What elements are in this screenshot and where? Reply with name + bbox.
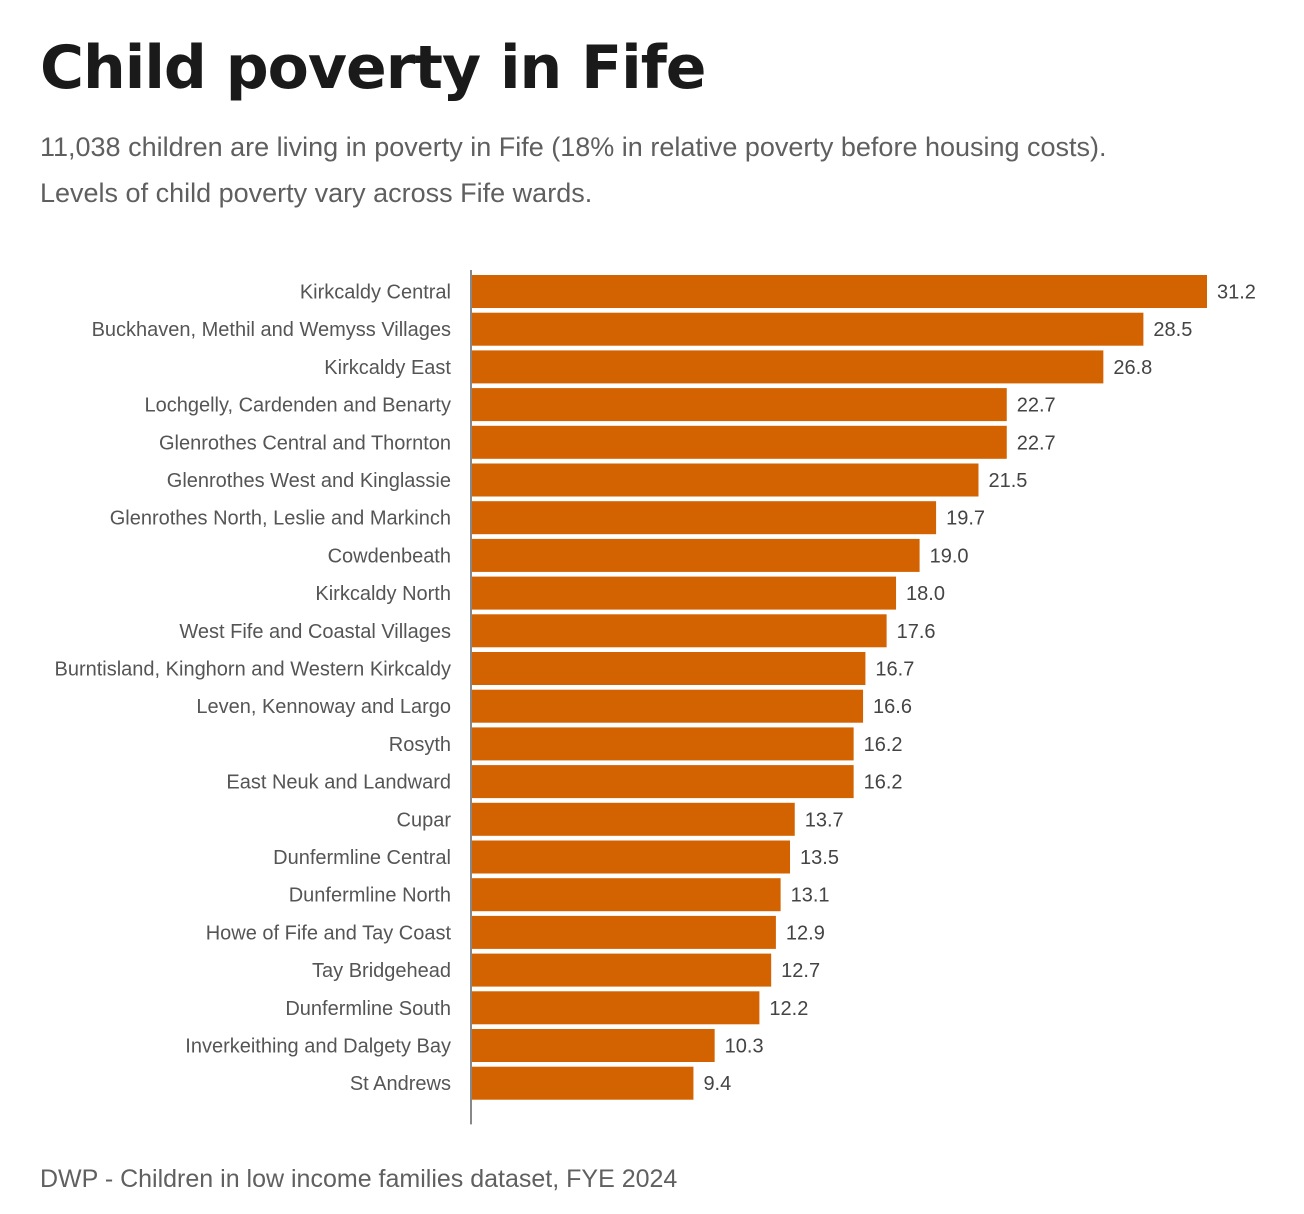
category-label: Buckhaven, Methil and Wemyss Villages	[92, 319, 451, 341]
bar-chart: Kirkcaldy Central Buckhaven, Methil and W…	[54, 270, 1256, 1125]
bar-15	[472, 802, 795, 836]
value-label: 22.7	[1017, 395, 1056, 417]
category-label: Dunfermline North	[289, 885, 451, 907]
category-labels: Kirkcaldy Central Buckhaven, Methil and W…	[54, 282, 451, 1096]
bar-17	[472, 878, 781, 912]
value-label: 10.3	[725, 1036, 764, 1058]
bar-2	[472, 312, 1144, 346]
category-label: Kirkcaldy North	[315, 583, 451, 605]
category-label: Glenrothes West and Kinglassie	[167, 470, 451, 492]
category-label: Dunfermline Central	[273, 847, 451, 869]
value-label: 16.7	[875, 659, 914, 681]
value-label: 28.5	[1153, 319, 1192, 341]
value-label: 9.4	[703, 1073, 731, 1095]
value-label: 19.7	[946, 508, 985, 530]
category-label: East Neuk and Landward	[226, 772, 451, 794]
bar-10	[472, 614, 887, 648]
bar-12	[472, 689, 864, 723]
value-label: 16.6	[873, 696, 912, 718]
value-label: 16.2	[864, 734, 903, 756]
bars-group	[472, 275, 1207, 1100]
value-label: 17.6	[897, 621, 936, 643]
bar-7	[472, 501, 937, 535]
value-label: 18.0	[906, 583, 945, 605]
category-label: Glenrothes Central and Thornton	[159, 432, 451, 454]
bar-18	[472, 915, 776, 949]
value-label: 31.2	[1217, 282, 1256, 304]
value-label: 16.2	[864, 772, 903, 794]
bar-1	[472, 275, 1207, 308]
value-labels: 31.2 28.526.8 22.7 22.7 21.519.7 19.0 18.0 17.6…	[703, 282, 1255, 1096]
category-label: Howe of Fife and Tay Coast	[206, 922, 452, 944]
category-label: Cowdenbeath	[328, 545, 451, 567]
category-label: West Fife and Coastal Villages	[179, 621, 451, 643]
bar-19	[472, 953, 772, 987]
category-label: Lochgelly, Cardenden and Benarty	[144, 395, 451, 417]
category-label: Kirkcaldy Central	[300, 282, 451, 304]
category-label: Cupar	[397, 809, 452, 831]
bar-14	[472, 765, 854, 799]
source-note: DWP - Children in low income families da…	[40, 1165, 678, 1193]
value-label: 12.7	[781, 960, 820, 982]
chart-title: Child poverty in Fife	[40, 33, 706, 103]
category-label: Kirkcaldy East	[324, 357, 451, 379]
category-label: Glenrothes North, Leslie and Markinch	[110, 508, 451, 530]
category-label: Tay Bridgehead	[312, 960, 451, 982]
bar-16	[472, 840, 791, 874]
category-label: St Andrews	[350, 1073, 451, 1095]
bar-22	[472, 1066, 694, 1100]
category-label: Dunfermline South	[285, 998, 451, 1020]
bar-5	[472, 425, 1007, 459]
category-label: Burntisland, Kinghorn and Western Kirkca…	[54, 659, 451, 681]
value-label: 26.8	[1113, 357, 1152, 379]
bar-20	[472, 991, 760, 1025]
value-label: 12.2	[769, 998, 808, 1020]
value-label: 22.7	[1017, 432, 1056, 454]
bar-21	[472, 1029, 715, 1062]
value-label: 21.5	[988, 470, 1027, 492]
subtitle-line-2: Levels of child poverty vary across Fife…	[40, 178, 593, 208]
chart-subtitle: 11,038 children are living in poverty in…	[40, 124, 1290, 216]
category-label: Leven, Kennoway and Largo	[196, 696, 451, 718]
value-label: 19.0	[930, 545, 969, 567]
bar-11	[472, 652, 866, 685]
bar-9	[472, 576, 897, 610]
value-label: 13.7	[805, 809, 844, 831]
bar-3	[472, 350, 1104, 384]
value-label: 12.9	[786, 922, 825, 944]
category-label: Inverkeithing and Dalgety Bay	[185, 1036, 451, 1058]
bar-4	[472, 388, 1007, 422]
subtitle-line-1: 11,038 children are living in poverty in…	[40, 132, 1107, 162]
value-label: 13.5	[800, 847, 839, 869]
bar-6	[472, 463, 979, 497]
bar-13	[472, 727, 854, 761]
value-label: 13.1	[791, 885, 830, 907]
bar-8	[472, 538, 920, 572]
category-label: Rosyth	[389, 734, 451, 756]
